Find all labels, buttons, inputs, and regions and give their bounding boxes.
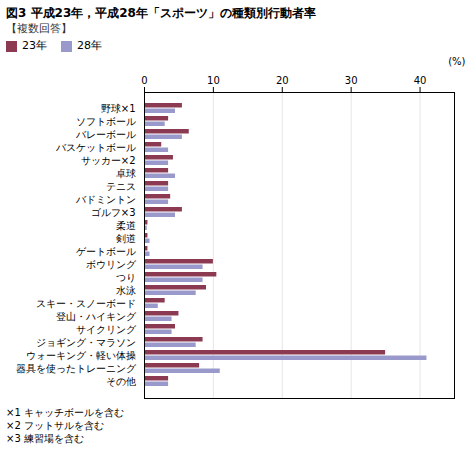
html-text:【複数回答】: 【複数回答】 — [6, 22, 72, 35]
svg-text:バレーボール: バレーボール — [75, 129, 136, 140]
svg-text:サッカー×2: サッカー×2 — [81, 155, 136, 166]
svg-text:スキー・スノーボード: スキー・スノーボード — [36, 298, 136, 309]
html-text:図3 平成23年，平成28年「スポーツ」の種類別行動者率: 図3 平成23年，平成28年「スポーツ」の種類別行動者率 — [6, 6, 316, 20]
svg-text:(%): (%) — [448, 56, 465, 67]
svg-text:ゲートボール: ゲートボール — [76, 246, 136, 257]
html-text:×1 キャッチボールを含む: ×1 キャッチボールを含む — [6, 407, 124, 418]
html-text:28年: 28年 — [77, 39, 102, 52]
svg-text:20: 20 — [276, 75, 289, 86]
svg-text:ゴルフ×3: ゴルフ×3 — [91, 207, 136, 218]
svg-text:バドミントン: バドミントン — [75, 194, 136, 205]
svg-text:器具を使ったトレーニング: 器具を使ったトレーニング — [16, 363, 137, 374]
svg-text:40: 40 — [414, 75, 427, 86]
svg-text:柔道: 柔道 — [116, 220, 136, 231]
svg-text:水泳: 水泳 — [116, 285, 136, 296]
html-text:×2 フットサルを含む: ×2 フットサルを含む — [6, 420, 104, 431]
svg-text:ボウリング: ボウリング — [86, 259, 137, 270]
svg-text:バスケットボール: バスケットボール — [55, 142, 136, 153]
svg-text:登山・ハイキング: 登山・ハイキング — [56, 311, 137, 322]
svg-text:ジョギング・マラソン: ジョギング・マラソン — [36, 337, 136, 348]
svg-text:野球×1: 野球×1 — [101, 103, 136, 114]
svg-text:その他: その他 — [106, 376, 136, 387]
svg-text:ソフトボール: ソフトボール — [76, 116, 136, 127]
svg-text:0: 0 — [141, 75, 147, 86]
svg-text:10: 10 — [207, 75, 220, 86]
html-text:×3 練習場を含む: ×3 練習場を含む — [6, 433, 84, 444]
svg-text:テニス: テニス — [106, 181, 136, 192]
html-text:23年: 23年 — [22, 39, 47, 52]
svg-text:30: 30 — [345, 75, 358, 86]
svg-text:サイクリング: サイクリング — [76, 324, 137, 335]
svg-text:卓球: 卓球 — [116, 168, 136, 179]
svg-text:つり: つり — [116, 272, 136, 283]
svg-text:ウォーキング・軽い体操: ウォーキング・軽い体操 — [26, 350, 136, 361]
svg-text:剣道: 剣道 — [116, 233, 136, 244]
